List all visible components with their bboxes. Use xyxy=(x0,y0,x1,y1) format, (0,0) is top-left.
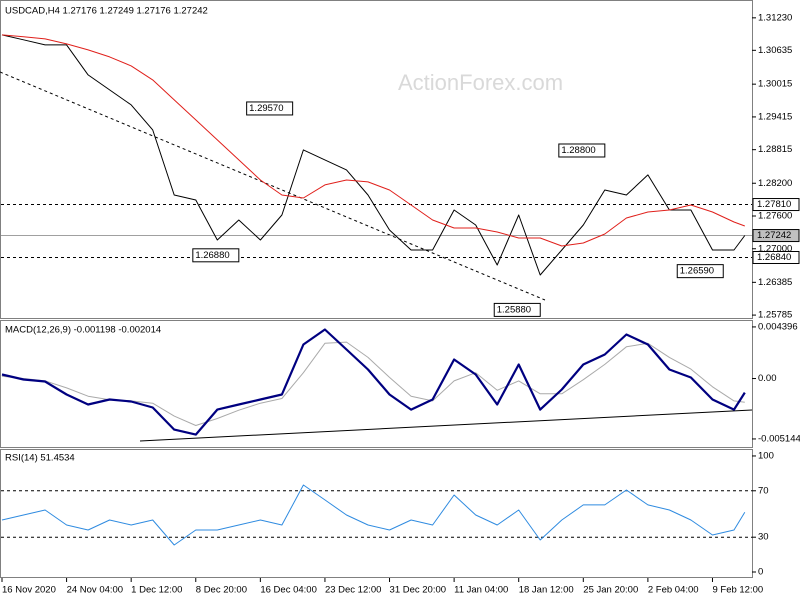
y-tick-label: 1.27000 xyxy=(758,243,792,254)
level-box xyxy=(752,250,800,264)
annotation-label: 1.26880 xyxy=(195,250,229,261)
x-tick-label: 16 Nov 2020 xyxy=(2,585,56,596)
x-tick-label: 1 Dec 12:00 xyxy=(131,585,182,596)
annotation-label: 1.28800 xyxy=(561,145,595,156)
x-tick-label: 31 Dec 20:00 xyxy=(390,585,447,596)
annotation-box xyxy=(676,264,724,279)
annotation-box xyxy=(192,248,240,263)
y-tick-label: 30 xyxy=(758,532,769,543)
level-label: 1.27810 xyxy=(757,199,791,210)
series-line xyxy=(1,328,746,436)
watermark: ActionForex.com xyxy=(398,70,563,95)
rsi-panel xyxy=(0,449,753,578)
level-label: 1.26840 xyxy=(757,252,791,263)
y-tick-label: 1.28200 xyxy=(758,178,792,189)
x-tick-label: 2 Feb 04:00 xyxy=(648,585,699,596)
y-tick-label: 1.30635 xyxy=(758,45,792,56)
y-tick-label: 1.28815 xyxy=(758,144,792,155)
y-tick-label: 1.25785 xyxy=(758,310,792,321)
price-panel xyxy=(0,0,753,319)
x-tick-label: 9 Feb 12:00 xyxy=(712,585,763,596)
level-box xyxy=(752,198,800,212)
y-tick-label: -0.005144 xyxy=(758,433,800,444)
x-tick-label: 23 Dec 12:00 xyxy=(325,585,382,596)
y-tick-label: 1.31230 xyxy=(758,12,792,23)
y-tick-label: 0.00 xyxy=(758,373,777,384)
y-tick-label: 100 xyxy=(758,450,774,461)
annotation-label: 1.26590 xyxy=(680,266,714,277)
annotation-box xyxy=(246,101,294,116)
macd-panel xyxy=(0,320,753,448)
annotation-label: 1.25880 xyxy=(497,304,531,315)
annotation-box xyxy=(558,143,606,158)
level-box xyxy=(752,229,800,243)
y-tick-label: 70 xyxy=(758,485,769,496)
panel-title: MACD(12,26,9) -0.001198 -0.002014 xyxy=(5,325,161,336)
annotation-label: 1.29570 xyxy=(249,103,283,114)
series-line xyxy=(1,34,745,247)
annotation-box xyxy=(493,302,541,317)
series-line xyxy=(1,34,746,276)
x-tick-label: 25 Jan 20:00 xyxy=(583,585,638,596)
level-label: 1.27242 xyxy=(757,230,791,241)
trend-line xyxy=(0,71,546,301)
x-tick-label: 16 Dec 04:00 xyxy=(260,585,317,596)
y-tick-label: 0 xyxy=(758,567,763,578)
y-tick-label: 1.27600 xyxy=(758,211,792,222)
y-tick-label: 1.26385 xyxy=(758,277,792,288)
x-tick-label: 18 Jan 12:00 xyxy=(519,585,574,596)
macd-trend-line xyxy=(139,409,753,442)
x-tick-label: 11 Jan 04:00 xyxy=(454,585,508,596)
x-tick-label: 8 Dec 20:00 xyxy=(196,585,247,596)
y-tick-label: 1.30015 xyxy=(758,79,792,90)
x-tick-label: 24 Nov 04:00 xyxy=(67,585,124,596)
y-tick-label: 0.004396 xyxy=(758,321,798,332)
series-line xyxy=(1,484,746,546)
panel-title: USDCAD,H4 1.27176 1.27249 1.27176 1.2724… xyxy=(5,6,208,17)
y-tick-label: 1.29415 xyxy=(758,111,792,122)
panel-title: RSI(14) 51.4534 xyxy=(5,453,75,464)
